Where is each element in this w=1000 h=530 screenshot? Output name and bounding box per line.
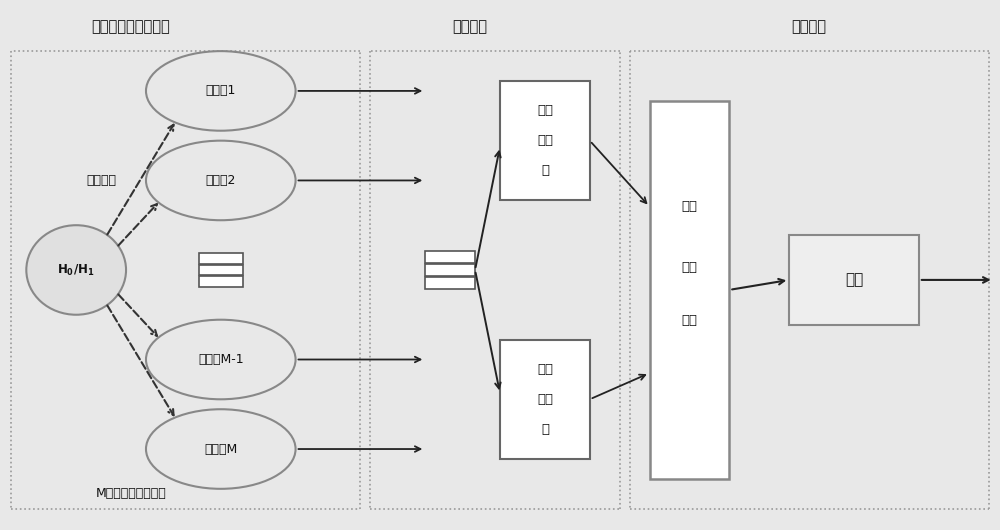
Bar (650, 101, 729, 479)
Ellipse shape (146, 51, 296, 131)
Text: 硬融: 硬融 (537, 104, 553, 117)
Text: 综合决策: 综合决策 (792, 19, 827, 34)
Text: 数据: 数据 (681, 200, 697, 213)
Text: 略: 略 (541, 422, 549, 436)
Bar (425, 251, 475, 263)
Text: 判决: 判决 (845, 272, 863, 287)
Ellipse shape (26, 225, 126, 315)
Text: 合策: 合策 (537, 393, 553, 406)
Text: 略: 略 (541, 164, 549, 177)
Text: 融合: 融合 (681, 261, 697, 273)
Text: 中心: 中心 (681, 314, 697, 326)
Bar (425, 264, 475, 276)
Text: M个协作感知次用户: M个协作感知次用户 (96, 487, 166, 500)
Text: 次用户M: 次用户M (204, 443, 237, 455)
Text: 次用户2: 次用户2 (206, 174, 236, 187)
Text: 融合策略: 融合策略 (453, 19, 488, 34)
Ellipse shape (146, 409, 296, 489)
Text: $\mathbf{H_0/H_1}$: $\mathbf{H_0/H_1}$ (57, 262, 95, 278)
Bar (199, 253, 243, 263)
Bar (425, 277, 475, 289)
Bar (199, 264, 243, 276)
Text: 双门限能量频谱感知: 双门限能量频谱感知 (92, 19, 170, 34)
Bar (199, 277, 243, 287)
Bar (500, 340, 590, 459)
Ellipse shape (146, 320, 296, 399)
Text: 软融: 软融 (537, 363, 553, 376)
Text: 感知信道: 感知信道 (86, 174, 116, 187)
Ellipse shape (146, 140, 296, 220)
Bar (500, 81, 590, 200)
Text: 次用户1: 次用户1 (206, 84, 236, 98)
Text: 合策: 合策 (537, 134, 553, 147)
Text: 次用户M-1: 次用户M-1 (198, 353, 244, 366)
Bar (789, 235, 919, 325)
